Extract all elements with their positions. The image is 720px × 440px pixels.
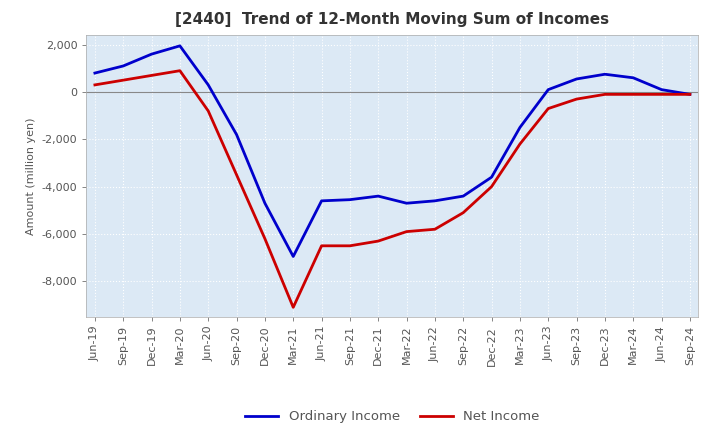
Legend: Ordinary Income, Net Income: Ordinary Income, Net Income	[240, 405, 545, 429]
Ordinary Income	[600, 72, 609, 77]
Net Income	[374, 238, 382, 244]
Net Income	[487, 184, 496, 189]
Ordinary Income	[261, 201, 269, 206]
Net Income	[119, 77, 127, 83]
Net Income	[176, 68, 184, 73]
Net Income	[431, 227, 439, 232]
Net Income	[657, 92, 666, 97]
Ordinary Income	[544, 87, 552, 92]
Ordinary Income	[572, 76, 581, 81]
Ordinary Income	[148, 51, 156, 57]
Net Income	[91, 82, 99, 88]
Ordinary Income	[629, 75, 637, 81]
Ordinary Income	[402, 201, 411, 206]
Net Income	[289, 304, 297, 310]
Net Income	[544, 106, 552, 111]
Ordinary Income	[657, 87, 666, 92]
Ordinary Income	[516, 125, 524, 130]
Ordinary Income	[119, 63, 127, 69]
Net Income	[572, 96, 581, 102]
Net Income	[261, 236, 269, 242]
Ordinary Income	[459, 194, 467, 199]
Ordinary Income	[431, 198, 439, 203]
Net Income	[318, 243, 326, 249]
Ordinary Income	[91, 70, 99, 76]
Net Income	[204, 108, 212, 114]
Net Income	[459, 210, 467, 215]
Ordinary Income	[346, 197, 354, 202]
Net Income	[402, 229, 411, 234]
Ordinary Income	[685, 92, 694, 97]
Ordinary Income	[289, 254, 297, 259]
Net Income	[600, 92, 609, 97]
Ordinary Income	[233, 132, 241, 137]
Net Income	[629, 92, 637, 97]
Line: Ordinary Income: Ordinary Income	[95, 46, 690, 257]
Line: Net Income: Net Income	[95, 71, 690, 307]
Y-axis label: Amount (million yen): Amount (million yen)	[26, 117, 36, 235]
Ordinary Income	[204, 82, 212, 88]
Net Income	[148, 73, 156, 78]
Ordinary Income	[318, 198, 326, 203]
Title: [2440]  Trend of 12-Month Moving Sum of Incomes: [2440] Trend of 12-Month Moving Sum of I…	[176, 12, 609, 27]
Net Income	[233, 172, 241, 177]
Net Income	[516, 141, 524, 147]
Ordinary Income	[374, 194, 382, 199]
Ordinary Income	[176, 43, 184, 48]
Net Income	[685, 92, 694, 97]
Net Income	[346, 243, 354, 249]
Ordinary Income	[487, 175, 496, 180]
